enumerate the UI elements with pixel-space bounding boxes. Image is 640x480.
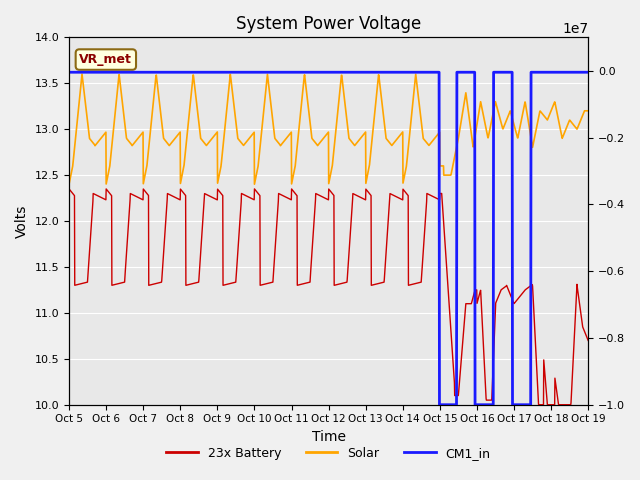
- Y-axis label: Volts: Volts: [15, 204, 29, 238]
- Text: VR_met: VR_met: [79, 53, 132, 66]
- Legend: 23x Battery, Solar, CM1_in: 23x Battery, Solar, CM1_in: [161, 442, 496, 465]
- Title: System Power Voltage: System Power Voltage: [236, 15, 421, 33]
- X-axis label: Time: Time: [312, 430, 346, 444]
